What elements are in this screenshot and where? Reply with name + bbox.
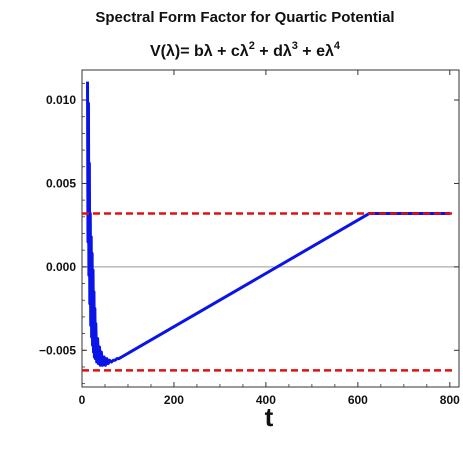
x-axis-label: t <box>265 402 274 432</box>
plot-area: 0 200 400 600 800 −0.005 0.000 0.005 0.010 <box>39 69 460 407</box>
y-tick-label: 0.005 <box>46 176 76 190</box>
chart-title-line2: V(λ)= bλ + cλ2 + dλ3 + eλ4 <box>150 40 341 60</box>
series-line <box>86 81 450 367</box>
title-exponent-3: 3 <box>292 40 298 52</box>
title-formula-mid: + dλ <box>255 43 292 60</box>
title-formula-prefix: V(λ)= bλ + cλ <box>150 43 249 60</box>
title-exponent-4: 4 <box>334 40 341 52</box>
y-tick-label: −0.005 <box>39 343 76 357</box>
x-tick-label: 400 <box>256 393 276 407</box>
y-tick-label: 0.000 <box>46 260 76 274</box>
title-formula-mid2: + eλ <box>298 43 334 60</box>
x-tick-label: 600 <box>348 393 368 407</box>
title-exponent-2: 2 <box>249 40 255 52</box>
x-tick-label: 200 <box>164 393 184 407</box>
x-tick-label: 0 <box>79 393 86 407</box>
chart-title-line1: Spectral Form Factor for Quartic Potenti… <box>95 9 394 26</box>
plot-frame <box>81 69 460 388</box>
y-tick-label: 0.010 <box>46 93 76 107</box>
x-tick-label: 800 <box>440 393 460 407</box>
